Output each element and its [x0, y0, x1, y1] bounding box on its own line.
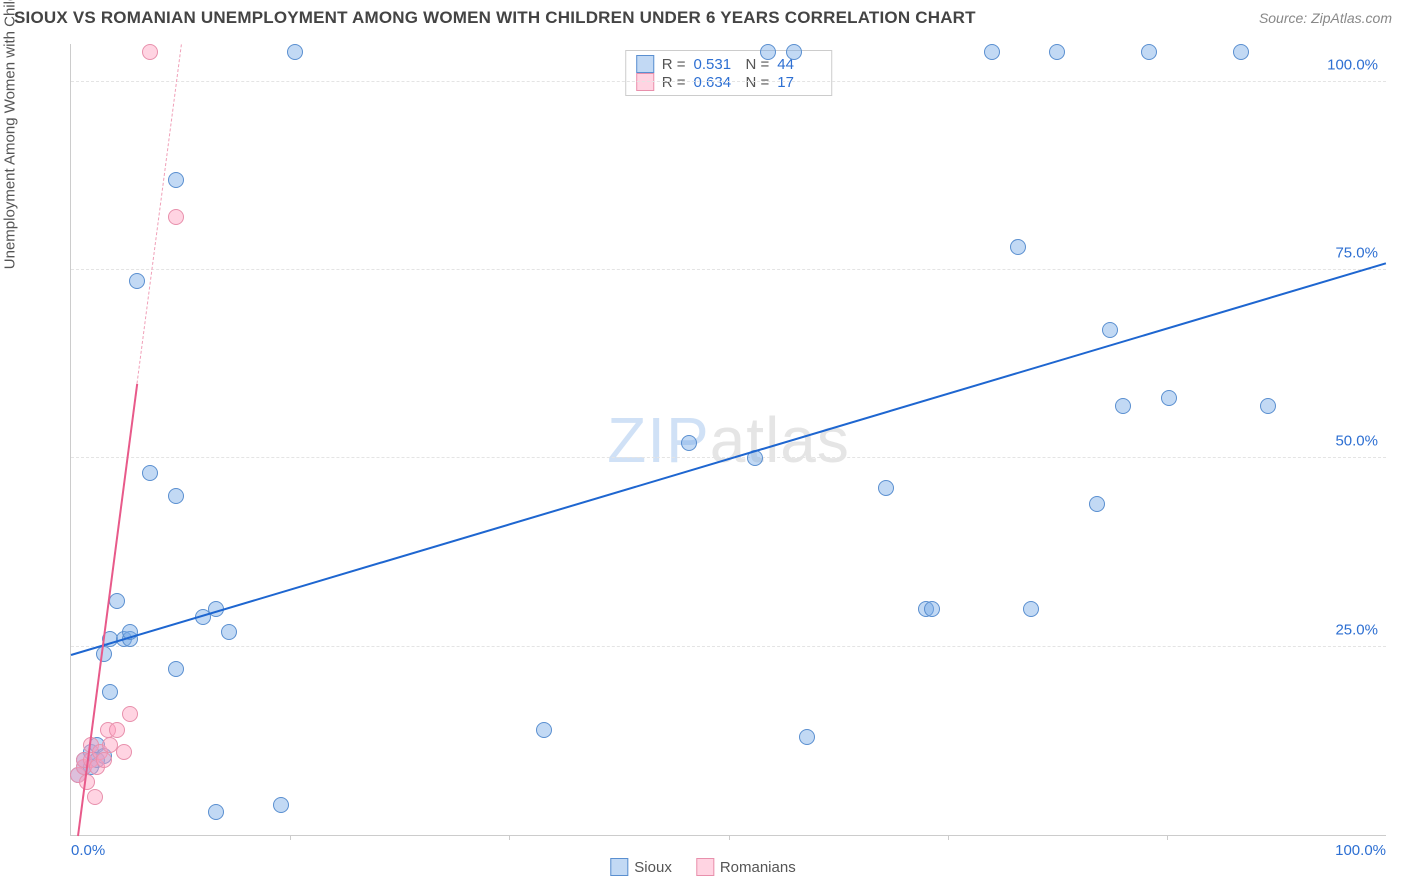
legend-item-sioux: Sioux: [610, 858, 672, 876]
gridline: [71, 646, 1386, 647]
x-tick-label: 0.0%: [71, 842, 105, 859]
data-point: [142, 465, 158, 481]
data-point: [142, 44, 158, 60]
legend-row-romanians: R = 0.634 N = 17: [636, 73, 822, 91]
swatch-icon: [610, 858, 628, 876]
gridline: [71, 269, 1386, 270]
correlation-legend: R = 0.531 N = 44 R = 0.634 N = 17: [625, 50, 833, 96]
gridline: [71, 81, 1386, 82]
data-point: [168, 209, 184, 225]
chart-container: Unemployment Among Women with Children U…: [14, 40, 1392, 878]
watermark: ZIPatlas: [607, 403, 850, 477]
data-point: [799, 729, 815, 745]
x-tick-label: 100.0%: [1335, 842, 1386, 859]
data-point: [1010, 239, 1026, 255]
data-point: [1233, 44, 1249, 60]
x-minor-tick: [948, 835, 949, 840]
y-tick-label: 50.0%: [1335, 433, 1378, 450]
r-value-sioux: 0.531: [694, 56, 738, 73]
x-minor-tick: [290, 835, 291, 840]
scatter-plot: ZIPatlas R = 0.531 N = 44 R = 0.634 N = …: [70, 44, 1386, 836]
data-point: [221, 624, 237, 640]
data-point: [109, 722, 125, 738]
data-point: [168, 488, 184, 504]
data-point: [287, 44, 303, 60]
data-point: [878, 480, 894, 496]
data-point: [1260, 398, 1276, 414]
data-point: [1102, 322, 1118, 338]
data-point: [536, 722, 552, 738]
source-credit: Source: ZipAtlas.com: [1259, 10, 1392, 26]
swatch-sioux: [636, 55, 654, 73]
data-point: [273, 797, 289, 813]
data-point: [87, 789, 103, 805]
x-minor-tick: [509, 835, 510, 840]
data-point: [129, 273, 145, 289]
data-point: [681, 435, 697, 451]
data-point: [1049, 44, 1065, 60]
data-point: [102, 684, 118, 700]
data-point: [1161, 390, 1177, 406]
data-point: [1089, 496, 1105, 512]
n-value-sioux: 44: [777, 56, 821, 73]
data-point: [1023, 601, 1039, 617]
data-point: [109, 593, 125, 609]
data-point: [122, 706, 138, 722]
data-point: [208, 804, 224, 820]
data-point: [924, 601, 940, 617]
x-minor-tick: [1167, 835, 1168, 840]
data-point: [116, 744, 132, 760]
data-point: [168, 661, 184, 677]
regression-line: [71, 262, 1387, 656]
data-point: [1141, 44, 1157, 60]
regression-line: [77, 384, 138, 836]
legend-item-romanians: Romanians: [696, 858, 796, 876]
swatch-romanians: [636, 73, 654, 91]
swatch-icon: [696, 858, 714, 876]
y-tick-label: 75.0%: [1335, 245, 1378, 262]
n-value-romanians: 17: [777, 74, 821, 91]
y-tick-label: 100.0%: [1327, 56, 1378, 73]
r-value-romanians: 0.634: [694, 74, 738, 91]
data-point: [1115, 398, 1131, 414]
y-tick-label: 25.0%: [1335, 621, 1378, 638]
data-point: [96, 752, 112, 768]
data-point: [984, 44, 1000, 60]
data-point: [96, 646, 112, 662]
data-point: [168, 172, 184, 188]
data-point: [760, 44, 776, 60]
series-legend: Sioux Romanians: [610, 858, 795, 876]
page-title: SIOUX VS ROMANIAN UNEMPLOYMENT AMONG WOM…: [14, 8, 976, 28]
data-point: [786, 44, 802, 60]
x-minor-tick: [729, 835, 730, 840]
y-axis-label: Unemployment Among Women with Children U…: [2, 0, 19, 269]
